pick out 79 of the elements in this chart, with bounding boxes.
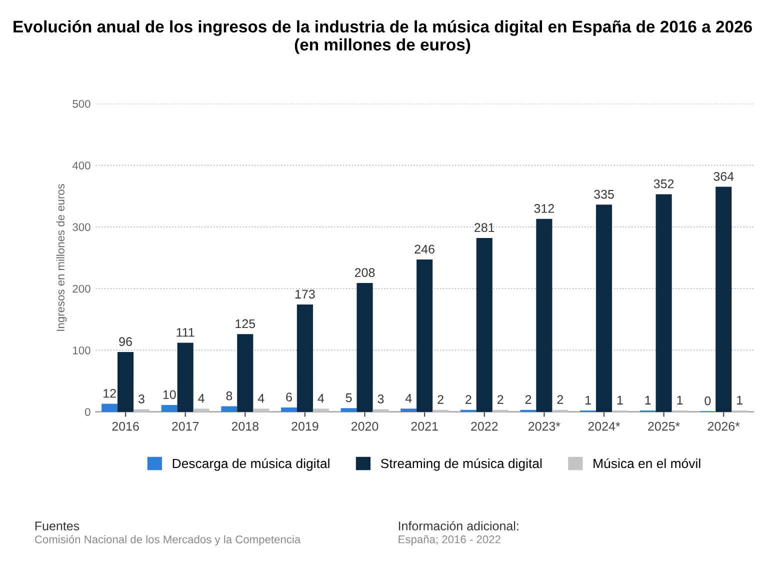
- y-tick-label: 0: [85, 408, 90, 416]
- x-tick-label: 2025*: [648, 422, 680, 431]
- data-label: 2: [557, 395, 563, 404]
- bar: [237, 334, 254, 412]
- data-label: 4: [198, 394, 204, 403]
- bar: [118, 352, 134, 412]
- y-tick-label: 200: [72, 284, 90, 293]
- data-label: 1: [645, 396, 651, 404]
- bar: [193, 408, 210, 412]
- bar: [400, 408, 417, 412]
- data-label: 2: [525, 395, 532, 404]
- data-label: 96: [119, 337, 132, 346]
- x-tick-label: 2019: [292, 422, 318, 431]
- data-label: 352: [654, 179, 674, 188]
- y-tick-label: 100: [73, 346, 90, 354]
- data-label: 2: [466, 395, 472, 404]
- data-label: 312: [534, 204, 554, 213]
- data-label: 1: [586, 396, 591, 404]
- chart-title: Evolución anual de los ingresos de la industria de la música digital en España de 2016 a 2026 (en millones de euros): [14, 20, 752, 54]
- data-label: 1: [677, 396, 683, 404]
- text: Comisión Nacional de los Mercados y la Competencia: [34, 535, 301, 546]
- data-label: 111: [176, 328, 194, 337]
- data-label: 4: [258, 394, 264, 403]
- data-label: 281: [474, 223, 494, 232]
- text: Fuentes: [35, 522, 80, 530]
- data-label: 1: [617, 396, 623, 404]
- bar: [536, 218, 552, 412]
- x-tick-label: 2024*: [588, 422, 620, 431]
- data-label: 364: [714, 172, 734, 181]
- data-label: 246: [414, 244, 434, 254]
- bar: [161, 404, 178, 412]
- x-tick-label: 2022: [471, 422, 498, 431]
- data-label: 8: [226, 391, 232, 400]
- x-tick-label: 2026*: [708, 422, 740, 431]
- legend-label: Descarga de música digital: [172, 458, 330, 471]
- bar: [296, 304, 313, 412]
- data-label: 6: [286, 392, 292, 402]
- text: España; 2016 - 2022: [398, 535, 500, 546]
- y-axis-title: Ingresos en millones de euros: [56, 184, 67, 331]
- data-label: 10: [163, 390, 176, 400]
- data-label: 3: [138, 394, 144, 404]
- data-label: 208: [354, 268, 375, 278]
- bar: [656, 194, 672, 412]
- bar: [340, 408, 357, 412]
- data-label: 2: [438, 395, 444, 404]
- data-label: 4: [318, 394, 324, 403]
- bar: [356, 282, 373, 412]
- bar: [476, 238, 492, 412]
- x-tick-label: 2021: [411, 422, 438, 431]
- y-tick-label: 400: [72, 162, 90, 170]
- bar: [177, 342, 194, 412]
- text: Información adicional:: [398, 521, 518, 530]
- x-tick-label: 2016: [112, 422, 139, 431]
- data-label: 12: [104, 388, 116, 398]
- data-label: 4: [405, 394, 412, 403]
- y-tick-label: 300: [72, 223, 90, 232]
- data-label: 2: [497, 395, 504, 404]
- bar: [716, 186, 732, 412]
- data-label: 5: [346, 393, 352, 402]
- data-label: 0: [704, 396, 711, 406]
- bar: [253, 408, 270, 412]
- data-label: 1: [737, 396, 742, 404]
- legend-label: Música en el móvil: [594, 458, 700, 468]
- x-tick-label: 2020: [351, 422, 378, 431]
- data-label: 125: [236, 319, 256, 328]
- x-tick-label: 2017: [172, 422, 199, 431]
- x-tick-label: 2018: [232, 422, 259, 431]
- bar: [416, 260, 433, 412]
- bar: [280, 407, 298, 412]
- data-label: 3: [378, 394, 384, 404]
- bar: [596, 204, 612, 412]
- x-tick-label: 2023*: [528, 422, 560, 431]
- y-tick-label: 500: [72, 100, 90, 108]
- data-label: 335: [594, 190, 614, 199]
- data-label: 173: [295, 290, 315, 299]
- legend-label: Streaming de música digital: [380, 458, 542, 471]
- bar: [102, 404, 118, 412]
- bar: [312, 408, 329, 412]
- bar: [221, 406, 238, 412]
